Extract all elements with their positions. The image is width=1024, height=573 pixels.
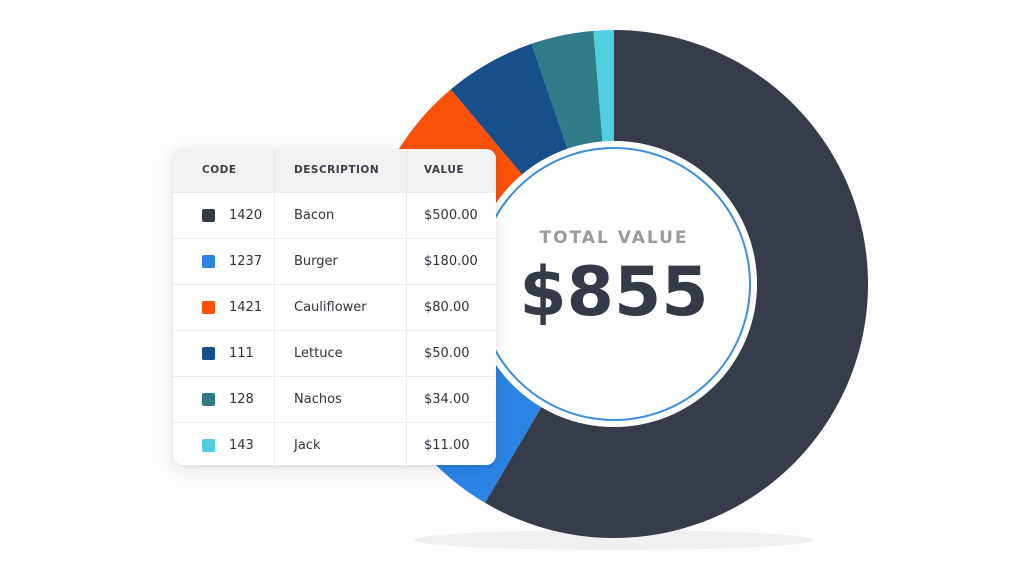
row-code: 128	[229, 391, 254, 407]
row-value: $180.00	[406, 238, 496, 284]
row-code-cell: 128	[173, 376, 275, 422]
items-table: CODE DESCRIPTION VALUE 1420 Bacon $500.0…	[173, 149, 496, 465]
donut-slice-bacon	[484, 30, 868, 538]
color-swatch	[202, 300, 215, 314]
header-code: CODE	[202, 164, 237, 177]
row-value: $500.00	[406, 192, 496, 238]
row-description: Cauliflower	[274, 284, 407, 330]
row-code-cell: 143	[173, 422, 275, 465]
donut-shadow	[414, 530, 814, 550]
total-value-label: TOTAL VALUE	[539, 228, 689, 248]
row-code-cell: 1421	[173, 284, 275, 330]
row-value: $11.00	[406, 422, 496, 465]
row-code: 1421	[229, 299, 263, 315]
color-swatch	[202, 438, 215, 452]
table-row: 143 Jack $11.00	[173, 422, 496, 465]
total-value-amount: $855	[519, 253, 709, 332]
row-description: Bacon	[274, 192, 407, 238]
row-code: 1420	[229, 207, 263, 223]
row-value: $34.00	[406, 376, 496, 422]
row-description: Lettuce	[274, 330, 407, 376]
row-code: 1237	[229, 253, 263, 269]
items-table-card: CODE DESCRIPTION VALUE 1420 Bacon $500.0…	[173, 149, 496, 465]
row-code: 143	[229, 437, 254, 453]
row-code: 111	[229, 345, 254, 361]
table-header-row: CODE DESCRIPTION VALUE	[173, 149, 496, 192]
donut-slice-lettuce	[450, 43, 568, 175]
row-value: $50.00	[406, 330, 496, 376]
table-row: 128 Nachos $34.00	[173, 376, 496, 422]
row-code-cell: 1237	[173, 238, 275, 284]
table-row: 1237 Burger $180.00	[173, 238, 496, 284]
donut-slice-jack	[593, 30, 614, 142]
row-description: Jack	[274, 422, 407, 465]
donut-center-disc	[471, 141, 757, 427]
row-description: Burger	[274, 238, 407, 284]
donut-slice-nachos	[531, 30, 603, 149]
header-value: VALUE	[406, 149, 496, 192]
table-row: 1420 Bacon $500.00	[173, 192, 496, 238]
table-row: 111 Lettuce $50.00	[173, 330, 496, 376]
row-value: $80.00	[406, 284, 496, 330]
color-swatch	[202, 208, 215, 222]
row-code-cell: 111	[173, 330, 275, 376]
color-swatch	[202, 392, 215, 406]
color-swatch	[202, 346, 215, 360]
row-code-cell: 1420	[173, 192, 275, 238]
row-description: Nachos	[274, 376, 407, 422]
header-description: DESCRIPTION	[274, 149, 407, 192]
table-row: 1421 Cauliflower $80.00	[173, 284, 496, 330]
color-swatch	[202, 254, 215, 268]
